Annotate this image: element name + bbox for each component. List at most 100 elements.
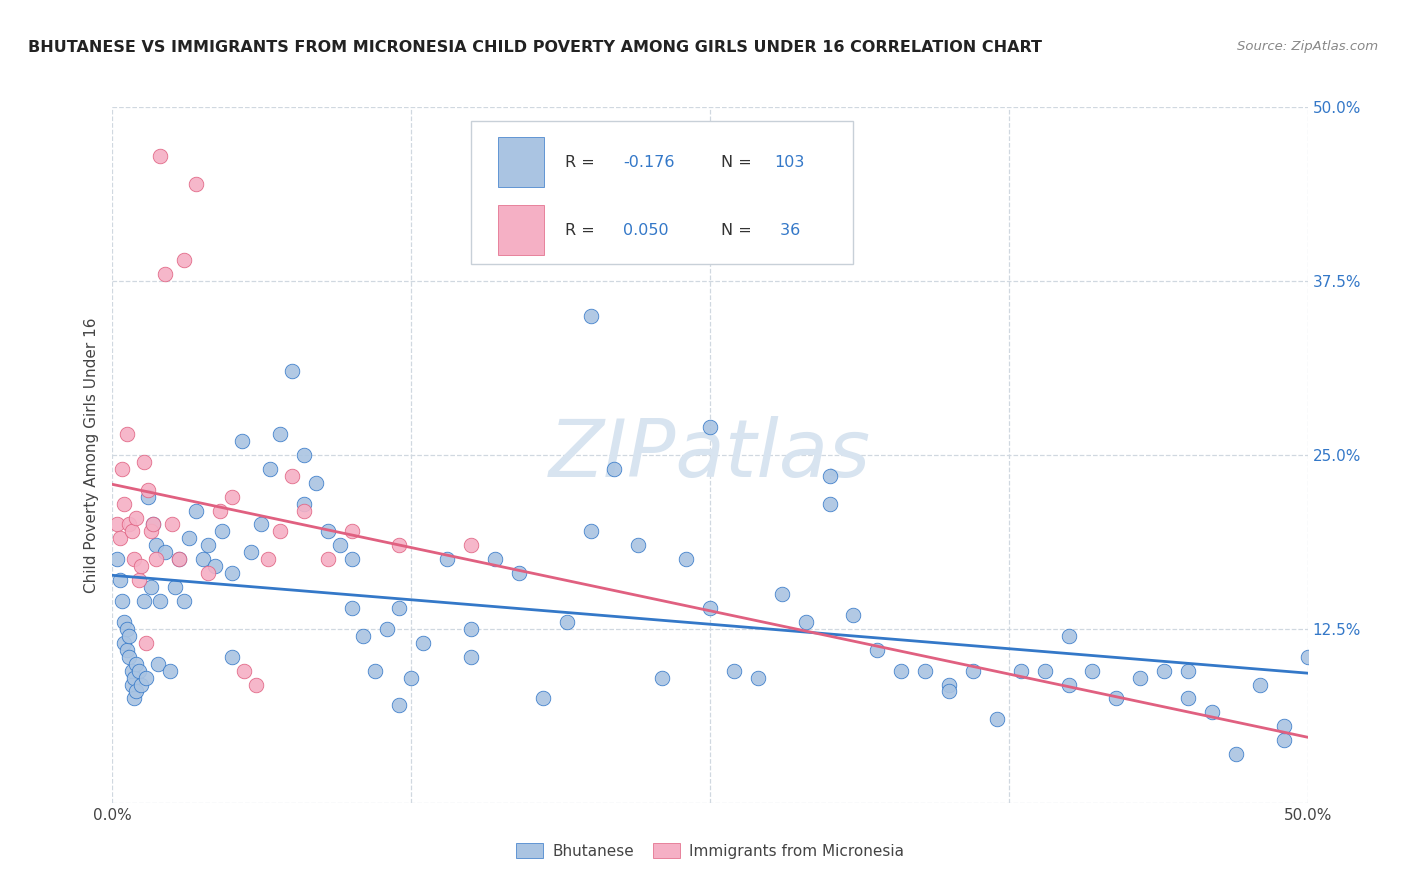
Point bbox=[866, 642, 889, 657]
Point bbox=[209, 503, 232, 517]
Point bbox=[159, 664, 181, 678]
Point bbox=[1272, 719, 1295, 733]
Point bbox=[121, 664, 143, 678]
Point bbox=[281, 468, 304, 483]
Point bbox=[118, 517, 141, 532]
Point bbox=[1033, 664, 1056, 678]
Point bbox=[1081, 664, 1104, 678]
Text: 36: 36 bbox=[775, 223, 800, 238]
Point bbox=[221, 649, 243, 664]
Point bbox=[153, 267, 176, 281]
Point bbox=[794, 615, 817, 629]
Point bbox=[122, 671, 145, 685]
Point bbox=[257, 552, 280, 566]
Point bbox=[211, 524, 233, 539]
Point bbox=[388, 601, 411, 615]
Point bbox=[388, 698, 411, 713]
Point bbox=[460, 622, 482, 636]
Text: -0.176: -0.176 bbox=[623, 155, 675, 169]
Point bbox=[125, 684, 148, 698]
Y-axis label: Child Poverty Among Girls Under 16: Child Poverty Among Girls Under 16 bbox=[84, 318, 100, 592]
Point bbox=[197, 566, 219, 581]
Point bbox=[699, 601, 721, 615]
Point bbox=[1177, 691, 1199, 706]
Point bbox=[162, 517, 183, 532]
Text: N =: N = bbox=[721, 223, 756, 238]
Point bbox=[818, 468, 841, 483]
Point bbox=[723, 664, 745, 678]
Point bbox=[316, 552, 339, 566]
Point bbox=[508, 566, 530, 581]
Point bbox=[1105, 691, 1128, 706]
Point bbox=[269, 427, 291, 442]
Point bbox=[1201, 706, 1223, 720]
Point bbox=[603, 462, 626, 476]
Point bbox=[281, 364, 304, 378]
Point bbox=[890, 664, 912, 678]
Point bbox=[138, 483, 160, 497]
Point bbox=[340, 524, 363, 539]
Point bbox=[173, 594, 195, 608]
Point bbox=[114, 615, 135, 629]
Point bbox=[1129, 671, 1152, 685]
Point bbox=[231, 434, 253, 448]
Point bbox=[129, 677, 152, 691]
Legend: Bhutanese, Immigrants from Micronesia: Bhutanese, Immigrants from Micronesia bbox=[510, 837, 910, 864]
Point bbox=[132, 455, 155, 469]
Point bbox=[1249, 677, 1271, 691]
Point bbox=[412, 636, 434, 650]
Point bbox=[377, 622, 399, 636]
Text: Source: ZipAtlas.com: Source: ZipAtlas.com bbox=[1237, 40, 1378, 54]
Point bbox=[204, 559, 226, 574]
Point bbox=[115, 427, 138, 442]
Text: R =: R = bbox=[565, 155, 600, 169]
Point bbox=[128, 664, 150, 678]
Point bbox=[240, 545, 263, 559]
Point bbox=[938, 677, 960, 691]
Point bbox=[145, 552, 167, 566]
Point bbox=[364, 664, 387, 678]
Point bbox=[460, 538, 482, 552]
Point bbox=[818, 497, 841, 511]
Point bbox=[139, 580, 162, 594]
Point bbox=[986, 712, 1008, 726]
Point bbox=[125, 510, 148, 524]
Point bbox=[305, 475, 328, 490]
Point bbox=[105, 552, 128, 566]
Point bbox=[770, 587, 793, 601]
Point bbox=[142, 517, 165, 532]
Point bbox=[531, 691, 554, 706]
Point bbox=[1272, 733, 1295, 747]
Point bbox=[249, 517, 271, 532]
Point bbox=[149, 594, 172, 608]
Text: ZIPatlas: ZIPatlas bbox=[548, 416, 872, 494]
Point bbox=[747, 671, 769, 685]
Text: N =: N = bbox=[721, 155, 756, 169]
Point bbox=[125, 657, 148, 671]
Point bbox=[114, 497, 135, 511]
Text: BHUTANESE VS IMMIGRANTS FROM MICRONESIA CHILD POVERTY AMONG GIRLS UNDER 16 CORRE: BHUTANESE VS IMMIGRANTS FROM MICRONESIA … bbox=[28, 40, 1042, 55]
Text: 0.050: 0.050 bbox=[623, 223, 668, 238]
Point bbox=[186, 503, 208, 517]
Point bbox=[118, 649, 141, 664]
Point bbox=[221, 566, 243, 581]
Point bbox=[163, 580, 186, 594]
Point bbox=[579, 524, 602, 539]
Point bbox=[1296, 649, 1319, 664]
Point bbox=[938, 684, 960, 698]
Point bbox=[340, 601, 363, 615]
Point bbox=[169, 552, 191, 566]
Point bbox=[233, 664, 256, 678]
Point bbox=[197, 538, 219, 552]
Point bbox=[269, 524, 291, 539]
Point bbox=[138, 490, 160, 504]
Point bbox=[114, 636, 135, 650]
Point bbox=[118, 629, 141, 643]
Point bbox=[108, 532, 131, 546]
Point bbox=[651, 671, 673, 685]
Point bbox=[142, 517, 165, 532]
Point bbox=[436, 552, 458, 566]
Point bbox=[484, 552, 506, 566]
Point bbox=[962, 664, 984, 678]
Point bbox=[139, 524, 162, 539]
